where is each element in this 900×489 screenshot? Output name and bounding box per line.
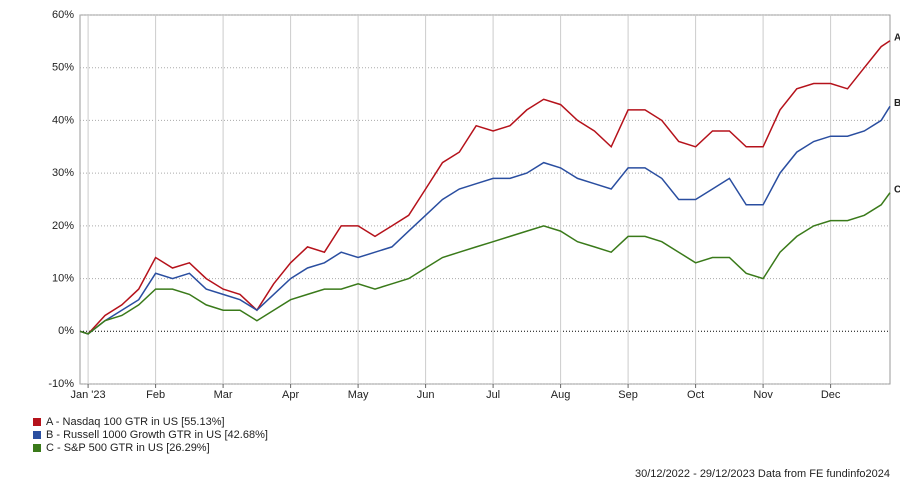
x-tick-label: Sep xyxy=(618,389,638,401)
end-label: A xyxy=(894,32,900,43)
y-tick-label: 30% xyxy=(52,167,74,179)
legend-swatch xyxy=(33,418,41,426)
end-label: C xyxy=(894,184,900,195)
y-tick-label: 20% xyxy=(52,220,74,232)
y-tick-label: -10% xyxy=(48,378,74,390)
series-line xyxy=(79,105,891,335)
series-line xyxy=(79,40,891,335)
x-tick-label: Jan '23 xyxy=(71,389,106,401)
x-tick-label: Oct xyxy=(687,389,704,401)
x-tick-label: Mar xyxy=(214,389,233,401)
legend-label: A - Nasdaq 100 GTR in US [55.13%] xyxy=(46,416,225,428)
y-tick-label: 40% xyxy=(52,114,74,126)
series-line xyxy=(79,192,891,335)
y-tick-label: 0% xyxy=(58,325,74,337)
x-tick-label: Aug xyxy=(551,389,571,401)
x-tick-label: Nov xyxy=(753,389,773,401)
x-tick-label: May xyxy=(348,389,369,401)
x-tick-label: Jul xyxy=(486,389,500,401)
legend-label: B - Russell 1000 Growth GTR in US [42.68… xyxy=(46,429,268,441)
end-label: B xyxy=(894,98,900,109)
y-tick-label: 50% xyxy=(52,62,74,74)
y-tick-label: 60% xyxy=(52,9,74,21)
legend-swatch xyxy=(33,444,41,452)
x-tick-label: Dec xyxy=(821,389,841,401)
legend-label: C - S&P 500 GTR in US [26.29%] xyxy=(46,442,210,454)
x-tick-label: Feb xyxy=(146,389,165,401)
y-tick-label: 10% xyxy=(52,272,74,284)
plot-frame xyxy=(79,14,891,385)
x-tick-label: Apr xyxy=(282,389,299,401)
x-tick-label: Jun xyxy=(417,389,435,401)
footer: 30/12/2022 - 29/12/2023 Data from FE fun… xyxy=(635,468,890,480)
legend-swatch xyxy=(33,431,41,439)
